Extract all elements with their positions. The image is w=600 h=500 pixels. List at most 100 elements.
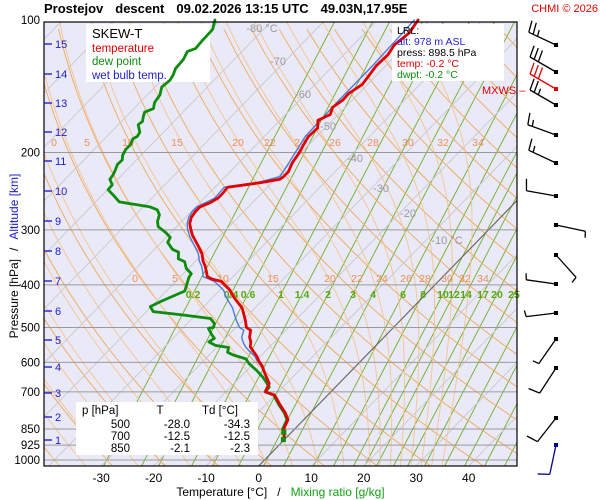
svg-text:-30: -30 bbox=[93, 471, 111, 485]
svg-text:-10 °C: -10 °C bbox=[431, 235, 462, 247]
svg-text:-80 °C: -80 °C bbox=[246, 23, 277, 35]
sounding-coords: 49.03N,17.95E bbox=[320, 1, 408, 16]
svg-text:2: 2 bbox=[55, 412, 61, 424]
svg-text:0: 0 bbox=[132, 273, 138, 285]
svg-text:1: 1 bbox=[55, 435, 61, 447]
svg-text:6: 6 bbox=[400, 289, 406, 301]
svg-text:34: 34 bbox=[477, 273, 489, 285]
svg-text:10: 10 bbox=[437, 289, 449, 301]
table-row: 500 -28.0 -34.3 bbox=[110, 419, 250, 431]
svg-text:2: 2 bbox=[325, 289, 331, 301]
lrl-altitude: alt: 978 m ASL bbox=[397, 36, 466, 48]
svg-text:8: 8 bbox=[420, 289, 426, 301]
chart-type-label: SKEW-T bbox=[92, 26, 143, 41]
svg-text:28: 28 bbox=[367, 137, 379, 149]
lrl-dewpoint: dwpt: -0.2 °C bbox=[397, 69, 458, 81]
svg-text:32: 32 bbox=[437, 137, 449, 149]
svg-text:1000: 1000 bbox=[14, 455, 40, 467]
svg-text:20: 20 bbox=[357, 471, 371, 485]
table-row: 700 -12.5 -12.5 bbox=[110, 431, 250, 443]
svg-text:1: 1 bbox=[278, 289, 284, 301]
svg-text:14: 14 bbox=[55, 69, 67, 81]
lrl-info-box: LRL: alt: 978 m ASL press: 898.5 hPa tem… bbox=[397, 26, 476, 81]
svg-text:5: 5 bbox=[172, 273, 178, 285]
svg-text:4: 4 bbox=[370, 289, 376, 301]
lrl-title: LRL: bbox=[397, 25, 420, 37]
svg-text:22: 22 bbox=[351, 273, 363, 285]
svg-text:5: 5 bbox=[55, 335, 61, 347]
svg-text:11: 11 bbox=[55, 156, 66, 168]
lrl-temperature: temp: -0.2 °C bbox=[397, 58, 459, 70]
svg-text:-30: -30 bbox=[373, 183, 389, 195]
svg-text:8: 8 bbox=[55, 246, 61, 258]
svg-text:12: 12 bbox=[448, 289, 460, 301]
legend-box: SKEW-T temperature dew point wet bulb te… bbox=[92, 27, 167, 83]
svg-text:3: 3 bbox=[55, 388, 61, 400]
svg-text:24: 24 bbox=[376, 273, 388, 285]
svg-text:25: 25 bbox=[508, 289, 520, 301]
svg-text:26: 26 bbox=[329, 137, 341, 149]
svg-text:-40: -40 bbox=[347, 153, 363, 165]
svg-text:10: 10 bbox=[122, 137, 134, 149]
y-axis-title: Pressure [hPa]/Altitude [km] bbox=[7, 173, 21, 339]
svg-text:-10: -10 bbox=[198, 471, 216, 485]
sounding-type: descent bbox=[115, 1, 165, 16]
svg-text:700: 700 bbox=[21, 387, 40, 399]
svg-text:14: 14 bbox=[460, 289, 472, 301]
svg-text:34: 34 bbox=[472, 137, 484, 149]
page-title: Prostejov descent 09.02.2026 13:15 UTC 49.0… bbox=[44, 1, 419, 16]
svg-text:925: 925 bbox=[21, 440, 40, 452]
svg-text:300: 300 bbox=[21, 225, 40, 237]
svg-text:26: 26 bbox=[400, 273, 412, 285]
svg-text:500: 500 bbox=[21, 323, 40, 335]
svg-text:9: 9 bbox=[55, 216, 61, 228]
svg-text:12: 12 bbox=[55, 127, 67, 139]
svg-text:4: 4 bbox=[55, 362, 61, 374]
table-header-row: p [hPa] T Td [°C] bbox=[82, 405, 238, 417]
legend-temperature: temperature bbox=[92, 42, 155, 55]
svg-text:600: 600 bbox=[21, 357, 40, 369]
svg-text:22: 22 bbox=[264, 137, 276, 149]
svg-text:200: 200 bbox=[21, 147, 40, 159]
svg-text:30: 30 bbox=[441, 273, 453, 285]
svg-text:6: 6 bbox=[55, 306, 61, 318]
svg-text:0.6: 0.6 bbox=[241, 289, 256, 301]
svg-text:-60: -60 bbox=[295, 89, 311, 101]
lrl-pressure: press: 898.5 hPa bbox=[397, 47, 477, 59]
svg-text:15: 15 bbox=[267, 273, 279, 285]
svg-text:24: 24 bbox=[294, 137, 306, 149]
svg-text:10: 10 bbox=[305, 471, 319, 485]
table-row: 850 -2.1 -2.3 bbox=[110, 443, 250, 455]
svg-text:20: 20 bbox=[324, 273, 336, 285]
significant-levels-table: p [hPa] T Td [°C] 500 -28.0 -34.3 700 -1… bbox=[82, 405, 250, 455]
svg-text:400: 400 bbox=[21, 280, 40, 292]
svg-text:100: 100 bbox=[21, 15, 40, 27]
svg-text:30: 30 bbox=[410, 471, 424, 485]
svg-text:20: 20 bbox=[491, 289, 503, 301]
svg-text:17: 17 bbox=[477, 289, 489, 301]
svg-text:40: 40 bbox=[462, 471, 476, 485]
svg-text:13: 13 bbox=[55, 98, 67, 110]
sounding-datetime: 09.02.2026 13:15 UTC bbox=[176, 1, 309, 16]
svg-text:10: 10 bbox=[55, 186, 67, 198]
svg-text:850: 850 bbox=[21, 424, 40, 436]
svg-text:32: 32 bbox=[459, 273, 471, 285]
svg-text:28: 28 bbox=[419, 273, 431, 285]
station-name: Prostejov bbox=[44, 1, 104, 16]
svg-text:15: 15 bbox=[55, 39, 67, 51]
svg-text:30: 30 bbox=[402, 137, 414, 149]
svg-text:1.4: 1.4 bbox=[295, 289, 310, 301]
svg-text:5: 5 bbox=[84, 137, 90, 149]
svg-text:0: 0 bbox=[51, 137, 57, 149]
svg-text:0.2: 0.2 bbox=[186, 289, 201, 301]
legend-wet-bulb: wet bulb temp. bbox=[92, 69, 167, 82]
svg-text:7: 7 bbox=[55, 276, 61, 288]
svg-text:3: 3 bbox=[350, 289, 356, 301]
svg-text:0: 0 bbox=[255, 471, 262, 485]
copyright-label: CHMI © 2026 bbox=[531, 3, 598, 15]
svg-text:-20: -20 bbox=[400, 208, 416, 220]
svg-text:15: 15 bbox=[171, 137, 183, 149]
svg-text:-50: -50 bbox=[320, 121, 336, 133]
